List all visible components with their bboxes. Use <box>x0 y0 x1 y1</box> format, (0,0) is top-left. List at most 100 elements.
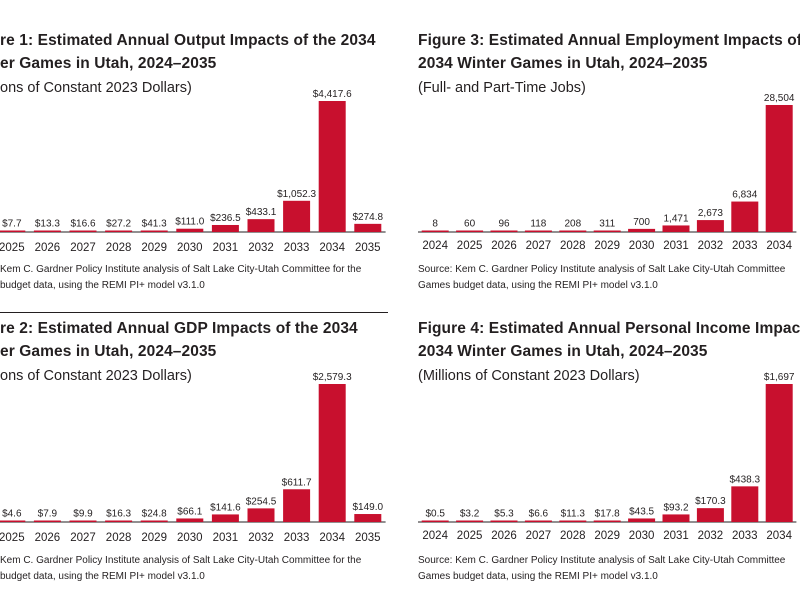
bar-2026 <box>490 520 518 522</box>
x-tick-2030: 2030 <box>177 242 203 254</box>
bar-2027 <box>69 520 97 522</box>
bar-2030 <box>628 228 656 232</box>
x-tick-2034: 2034 <box>319 242 345 254</box>
figure-2-title-line1: re 2: Estimated Annual GDP Impacts of th… <box>0 320 358 337</box>
bar-2034 <box>318 384 346 522</box>
figure-3-subtitle: (Full- and Part-Time Jobs) <box>418 80 586 96</box>
figure-2-panel: re 2: Estimated Annual GDP Impacts of th… <box>0 300 392 600</box>
data-label-2028: $11.3 <box>561 509 586 520</box>
data-label-2024: 8 <box>432 219 438 230</box>
x-tick-2035: 2035 <box>355 242 381 254</box>
bar-2028 <box>105 230 133 232</box>
data-label-2034: $2,579.3 <box>313 372 352 383</box>
data-label-2030: 700 <box>633 217 650 228</box>
x-tick-2026: 2026 <box>491 530 517 542</box>
figure-2-title-line2: er Games in Utah, 2024–2035 <box>0 343 217 360</box>
bar-2030 <box>176 518 204 522</box>
x-tick-2031: 2031 <box>213 532 239 544</box>
data-label-2032: $170.3 <box>695 496 726 507</box>
data-label-2026: $13.3 <box>35 219 60 230</box>
data-label-2029: $41.3 <box>142 219 167 230</box>
bar-2034 <box>765 105 793 232</box>
bar-2027 <box>69 230 97 232</box>
data-label-2033: $611.7 <box>282 477 312 488</box>
x-tick-2034: 2034 <box>319 532 345 544</box>
x-tick-2029: 2029 <box>594 530 620 542</box>
x-tick-2032: 2032 <box>248 242 274 254</box>
x-tick-2031: 2031 <box>213 242 239 254</box>
x-tick-2025: 2025 <box>457 240 483 252</box>
figure-2-source-line2: budget data, using the REMI PI+ model v3… <box>0 571 205 582</box>
data-label-2026: $7.9 <box>38 509 58 520</box>
figure-4-title-line2: 2034 Winter Games in Utah, 2024–2035 <box>418 343 708 360</box>
figure-1-title-line2: er Games in Utah, 2024–2035 <box>0 55 217 72</box>
bar-2033 <box>731 486 759 522</box>
bar-2032 <box>696 508 724 522</box>
x-tick-2026: 2026 <box>35 532 61 544</box>
x-tick-2035: 2035 <box>355 532 381 544</box>
data-label-2027: $9.9 <box>73 509 93 520</box>
data-label-2026: $5.3 <box>494 509 514 520</box>
bar-2025 <box>456 230 484 232</box>
x-tick-2029: 2029 <box>141 242 167 254</box>
data-label-2026: 96 <box>498 219 510 230</box>
bar-2035 <box>354 223 382 232</box>
figure-1-source-line2: budget data, using the REMI PI+ model v3… <box>0 280 205 291</box>
figure-3-title-line2: 2034 Winter Games in Utah, 2024–2035 <box>418 55 708 72</box>
bar-2028 <box>105 520 133 522</box>
x-tick-2028: 2028 <box>560 530 586 542</box>
figure-1-chart: $7.7 2025 $13.3 2026 $16.6 2027 $27.2 2028 $41.3… <box>0 89 386 254</box>
data-label-2024: $0.5 <box>425 509 445 520</box>
bar-2031 <box>211 514 239 522</box>
x-tick-2032: 2032 <box>698 240 724 252</box>
data-label-2035: $274.8 <box>353 212 384 223</box>
bar-2032 <box>247 219 275 232</box>
bar-2029 <box>140 230 168 232</box>
figure-1-subtitle: ons of Constant 2023 Dollars) <box>0 80 192 96</box>
bar-2031 <box>662 225 690 232</box>
x-tick-2028: 2028 <box>106 532 132 544</box>
bar-2031 <box>211 224 239 232</box>
data-label-2025: 60 <box>464 219 476 230</box>
bar-2032 <box>696 220 724 232</box>
figure-2-source-line1: Kem C. Gardner Policy Institute analysis… <box>0 555 362 566</box>
data-label-2027: 118 <box>530 219 546 230</box>
x-tick-2033: 2033 <box>284 532 310 544</box>
figure-1-title-line1: re 1: Estimated Annual Output Impacts of… <box>0 32 376 49</box>
figure-2-subtitle: ons of Constant 2023 Dollars) <box>0 368 192 384</box>
bar-2025 <box>0 520 26 522</box>
data-label-2031: $236.5 <box>210 213 241 224</box>
bar-2024 <box>421 520 449 522</box>
data-label-2027: $6.6 <box>529 509 549 520</box>
data-label-2031: $93.2 <box>663 502 688 513</box>
figure-3-panel: Figure 3: Estimated Annual Employment Im… <box>418 0 800 300</box>
x-tick-2027: 2027 <box>70 532 96 544</box>
bar-2030 <box>176 228 204 232</box>
bar-2029 <box>593 230 621 232</box>
data-label-2029: $17.8 <box>595 509 620 520</box>
bar-2033 <box>731 201 759 232</box>
x-tick-2025: 2025 <box>457 530 483 542</box>
figure-4-source-line1: Source: Kem C. Gardner Policy Institute … <box>418 555 786 566</box>
figure-1-panel: re 1: Estimated Annual Output Impacts of… <box>0 0 392 300</box>
x-tick-2034: 2034 <box>766 530 792 542</box>
x-tick-2025: 2025 <box>0 532 25 544</box>
data-label-2031: $141.6 <box>210 502 241 513</box>
x-tick-2031: 2031 <box>663 530 689 542</box>
figure-4-panel: Figure 4: Estimated Annual Personal Inco… <box>418 300 800 600</box>
x-tick-2030: 2030 <box>629 240 655 252</box>
figure-3-title-line1: Figure 3: Estimated Annual Employment Im… <box>418 32 800 49</box>
bar-2033 <box>283 200 311 232</box>
x-tick-2026: 2026 <box>35 242 61 254</box>
figure-4-source-line2: Games budget data, using the REMI PI+ mo… <box>418 571 658 582</box>
data-label-2030: $43.5 <box>629 506 654 517</box>
bar-2033 <box>283 489 311 522</box>
bar-2032 <box>247 508 275 522</box>
data-label-2028: 208 <box>564 219 581 230</box>
x-tick-2027: 2027 <box>526 240 552 252</box>
figure-3-chart: 8 2024 60 2025 96 2026 118 2027 208 2028 311 2029 70… <box>418 93 797 252</box>
data-label-2033: 6,834 <box>732 190 757 201</box>
data-label-2025: $7.7 <box>2 219 22 230</box>
bar-2025 <box>456 520 484 522</box>
data-label-2028: $27.2 <box>106 219 131 230</box>
